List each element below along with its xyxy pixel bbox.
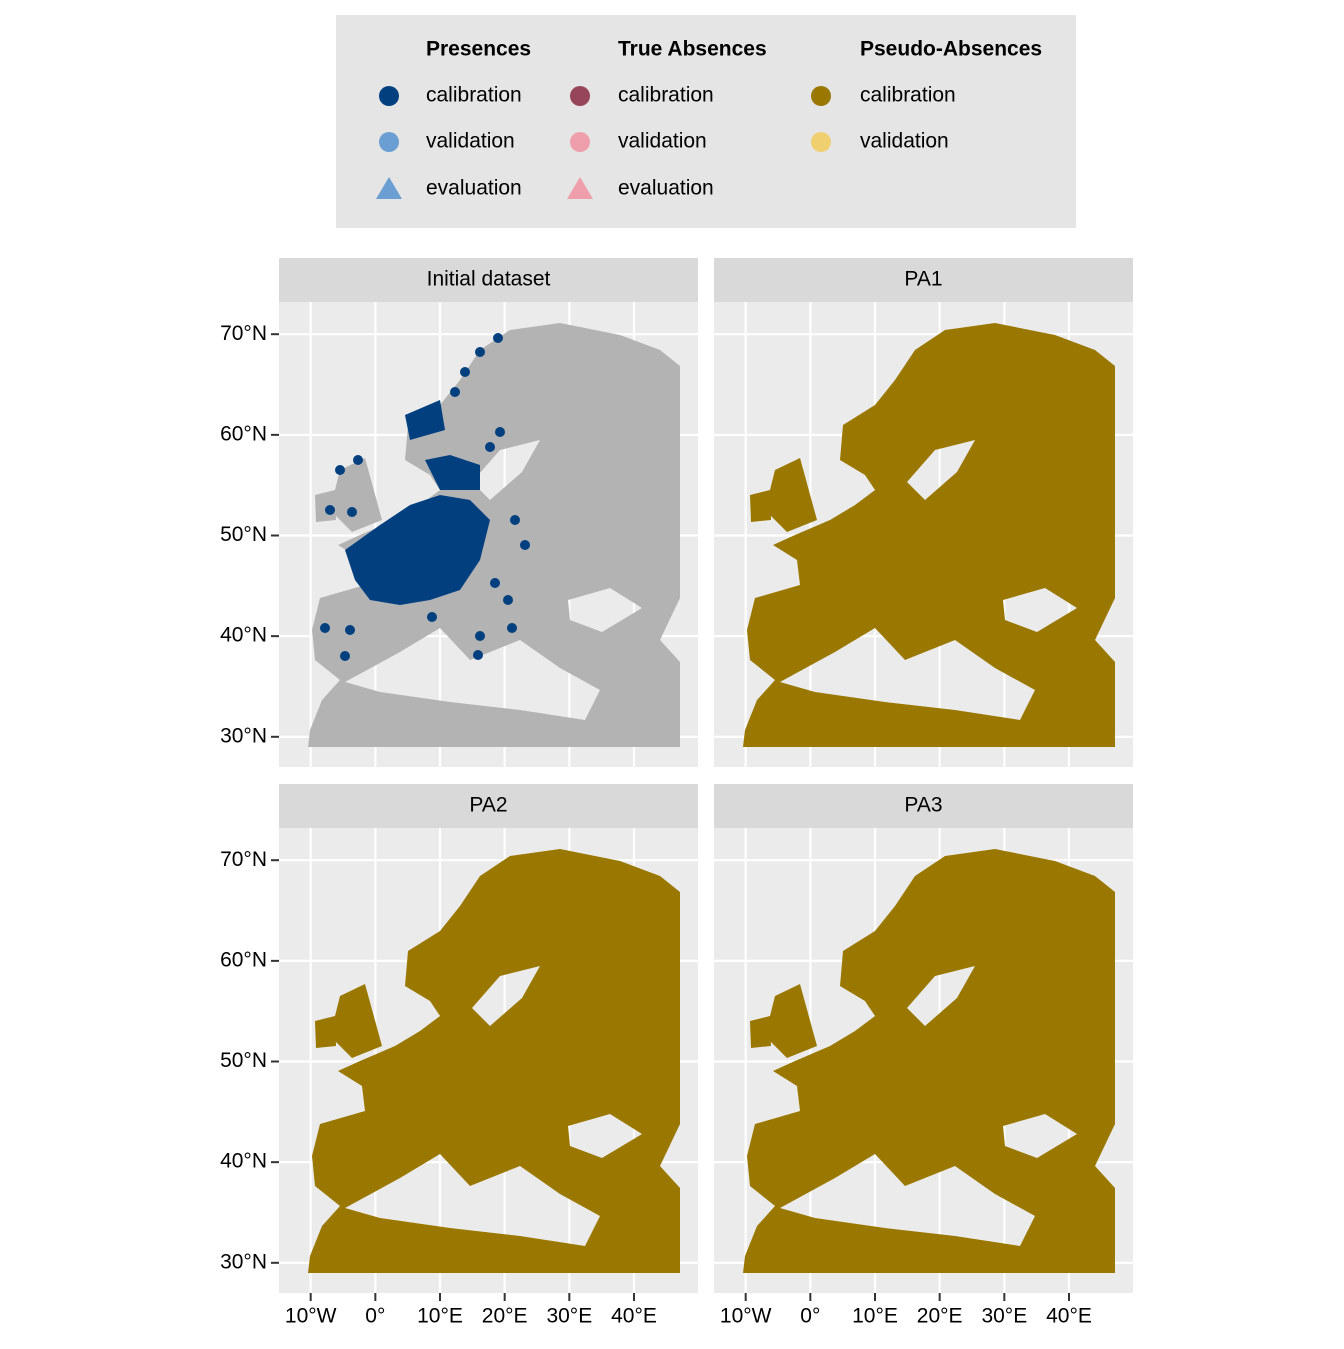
legend-label: calibration: [426, 84, 522, 107]
strip: [279, 784, 698, 828]
legend-box: [336, 15, 1076, 228]
y-tick-label: 40°N: [220, 1150, 267, 1173]
strip-title: PA3: [904, 794, 942, 817]
y-tick-label: 30°N: [220, 1250, 267, 1273]
legend-label: calibration: [860, 84, 956, 107]
legend-title: Pseudo-Absences: [860, 38, 1042, 61]
strip-title: PA2: [469, 794, 507, 817]
x-tick-label: 20°E: [917, 1305, 963, 1328]
y-tick-label: 70°N: [220, 848, 267, 871]
legend-label: validation: [860, 130, 949, 153]
legend-label: evaluation: [618, 177, 714, 200]
legend-symbol: [811, 86, 831, 106]
legend-title: True Absences: [618, 38, 767, 61]
legend-label: validation: [618, 130, 707, 153]
legend-symbol: [570, 132, 590, 152]
y-tick-label: 60°N: [220, 948, 267, 971]
strip-title: Initial dataset: [427, 268, 551, 291]
legend-symbol: [379, 86, 399, 106]
strip: [279, 258, 698, 302]
legend-symbol: [379, 132, 399, 152]
y-tick-label: 50°N: [220, 1049, 267, 1072]
y-tick-label: 70°N: [220, 322, 267, 345]
legend-label: validation: [426, 130, 515, 153]
legend-label: evaluation: [426, 177, 522, 200]
y-tick-label: 60°N: [220, 422, 267, 445]
x-tick-label: 20°E: [482, 1305, 528, 1328]
legend-symbol: [570, 86, 590, 106]
legend-symbol: [811, 132, 831, 152]
strip: [714, 784, 1133, 828]
legend-symbol: [567, 177, 593, 199]
x-tick-label: 40°E: [1046, 1305, 1092, 1328]
legend-symbol: [376, 177, 402, 199]
x-tick-label: 10°W: [285, 1305, 337, 1328]
strip: [714, 258, 1133, 302]
x-tick-label: 10°W: [720, 1305, 772, 1328]
x-tick-label: 0°: [365, 1305, 385, 1328]
y-tick-label: 40°N: [220, 624, 267, 647]
x-tick-label: 0°: [800, 1305, 820, 1328]
x-tick-label: 30°E: [981, 1305, 1027, 1328]
x-tick-label: 30°E: [546, 1305, 592, 1328]
x-tick-label: 40°E: [611, 1305, 657, 1328]
x-tick-label: 10°E: [852, 1305, 898, 1328]
strip-title: PA1: [904, 268, 942, 291]
x-tick-label: 10°E: [417, 1305, 463, 1328]
legend-title: Presences: [426, 38, 531, 61]
y-tick-label: 30°N: [220, 724, 267, 747]
legend-label: calibration: [618, 84, 714, 107]
y-tick-label: 50°N: [220, 523, 267, 546]
